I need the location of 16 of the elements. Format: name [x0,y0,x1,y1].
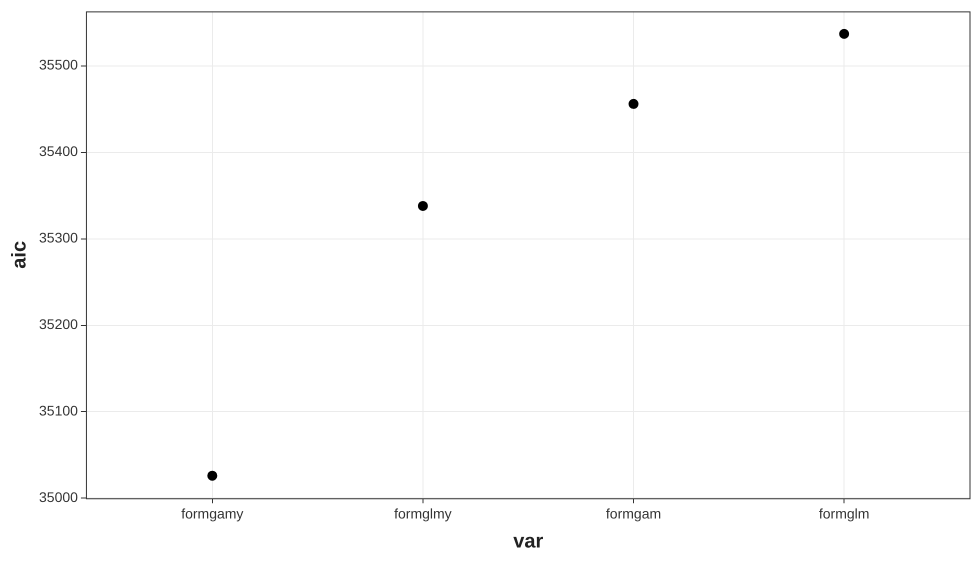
point [418,200,428,211]
x-tick-label: formglm [818,505,870,522]
y-tick-label: 35000 [38,489,78,506]
x-axis-title: var [513,530,544,553]
y-tick-label: 35400 [38,143,78,160]
point [207,470,218,481]
y-axis-title: aic [8,240,31,269]
y-tick-label: 35300 [38,230,78,246]
x-tick-label: formgam [606,505,662,522]
x-tick-label: formgamy [181,505,244,522]
y-tick-label: 35200 [38,316,78,332]
y-tick-label: 35100 [38,402,78,419]
y-tick-label: 35500 [38,56,78,73]
point [628,98,639,109]
x-tick-label: formglmy [394,505,452,522]
point [839,28,850,39]
